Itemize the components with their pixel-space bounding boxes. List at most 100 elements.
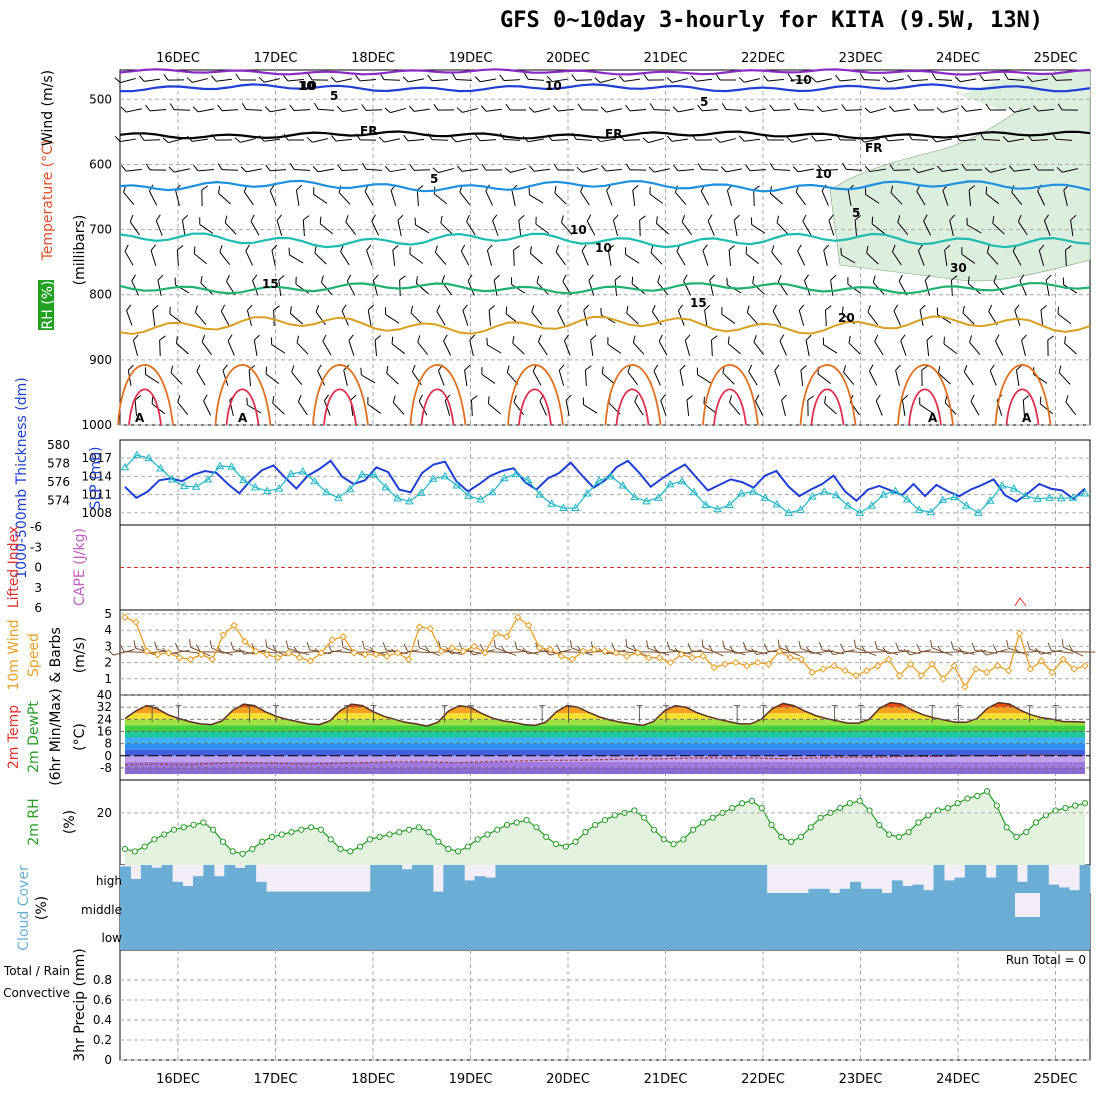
wind-barb-staff [967, 224, 982, 234]
wind-barb-staff [367, 310, 372, 326]
cloud-high-bar [161, 865, 173, 893]
wind-barb-staff [480, 78, 496, 83]
wind10-barb [217, 646, 245, 654]
wind-barb-staff [1038, 108, 1055, 112]
wind-barb-staff [341, 169, 359, 172]
wind-barb [769, 104, 791, 112]
wind10-barb [839, 643, 866, 654]
wind-barb-staff [134, 399, 138, 417]
wind10-barb-flag [189, 639, 191, 648]
wind-barb-staff [529, 194, 544, 204]
wind-barb-staff [854, 219, 858, 237]
wind-barb-staff [120, 138, 137, 143]
wind-barb-staff [1019, 280, 1027, 296]
wind10-speed-point [317, 649, 326, 657]
wind-barb [811, 135, 833, 142]
wind10-barb-flag [445, 646, 452, 654]
wind-barb [816, 105, 839, 113]
wind-barb-flag [634, 394, 639, 402]
wind-barb [345, 215, 357, 236]
cloud-high-bar [735, 865, 747, 893]
wind-barb-staff [459, 191, 471, 206]
wind-barb-staff [696, 78, 713, 82]
wind-barb [962, 305, 975, 325]
wind-barb-flag [210, 75, 217, 82]
wind-barb [1065, 395, 1077, 416]
wind-barb-staff [193, 253, 207, 265]
wind-barb-flag [315, 304, 320, 313]
wind-barb [283, 75, 305, 82]
wind-barb-staff [199, 223, 214, 234]
wind-barb-staff [413, 169, 431, 171]
wind-barb [313, 187, 328, 204]
slp-point [997, 481, 1007, 489]
wind-barb-flag [1044, 214, 1049, 221]
wind-barb-flag [371, 214, 376, 222]
wind-barb-flag [307, 73, 313, 81]
wind-barb-flag [678, 304, 683, 311]
wind-barb-staff [830, 280, 834, 297]
wind10-barb-flag [403, 643, 409, 652]
wind-barb-flag [283, 75, 289, 82]
wind-barb-staff [581, 250, 589, 266]
wind-barb-flag [823, 244, 830, 251]
wind-barb [186, 77, 208, 83]
wind-barb-flag [707, 214, 713, 222]
wind-barb [890, 185, 903, 205]
contour-label: 5 [700, 95, 708, 109]
wind-barb-staff [950, 279, 953, 297]
top-date-label: 18DEC [351, 51, 395, 66]
wind-barb-flag [276, 214, 283, 221]
wind-barb-staff [795, 191, 806, 206]
wind-barb-staff [606, 108, 622, 113]
wind-barb-staff [961, 253, 976, 264]
wind-barb-flag [529, 246, 532, 254]
wind-barb-staff [227, 340, 235, 356]
slp-point [926, 507, 936, 516]
wind10-barb-flag [265, 639, 268, 648]
wind-barb-flag [1014, 304, 1020, 311]
wind-barb-staff [222, 370, 229, 386]
wind-barb-flag [625, 163, 631, 171]
wind-barb [176, 245, 184, 267]
wind-barb-flag [410, 305, 414, 313]
contour-label: -10 [790, 73, 812, 87]
wind-barb-flag [848, 335, 851, 344]
wind-barb [658, 334, 668, 356]
wind-barb-staff [383, 79, 401, 81]
slp-point [796, 505, 805, 513]
wind10-barb-flag [729, 646, 736, 654]
wind-barb [319, 216, 333, 235]
wind-barb [803, 274, 811, 296]
wind-barb-flag [560, 215, 564, 223]
wind-barb-staff [626, 312, 639, 325]
wind-barb-staff [144, 78, 161, 82]
wind-barb-staff [600, 77, 616, 84]
rh2m-point [601, 816, 609, 824]
wind10-barb-flag [382, 642, 387, 651]
wind-barb [632, 335, 645, 355]
wind-barb [657, 275, 669, 295]
wind-barb-staff [751, 224, 766, 234]
wind-barb-flag [222, 364, 228, 371]
wind10-barb-flag [1034, 647, 1041, 655]
wind10-barb-flag [861, 645, 867, 653]
wind-barb [384, 165, 407, 173]
wind-barb-staff [935, 78, 953, 81]
wind-barb-staff [312, 138, 328, 143]
wind-barb-flag [871, 216, 874, 224]
temp2m-tick-label: -8 [100, 761, 112, 775]
wind-barb-flag [650, 245, 654, 253]
wind-barb [848, 335, 861, 355]
wind-barb-staff [728, 343, 741, 355]
wind-barb-staff [537, 341, 548, 356]
wind-barb-flag [408, 105, 415, 112]
wind10-barb [930, 639, 953, 656]
wind-barb-flag [399, 275, 406, 281]
temperature-axis-label: Temperature (°C) [40, 140, 56, 262]
pressure-tick-label: 600 [89, 157, 112, 171]
rh2m-point [151, 836, 158, 843]
temp-color-band [125, 725, 1085, 732]
wind-barb-flag [951, 275, 958, 281]
wind-barb-flag [289, 163, 295, 170]
